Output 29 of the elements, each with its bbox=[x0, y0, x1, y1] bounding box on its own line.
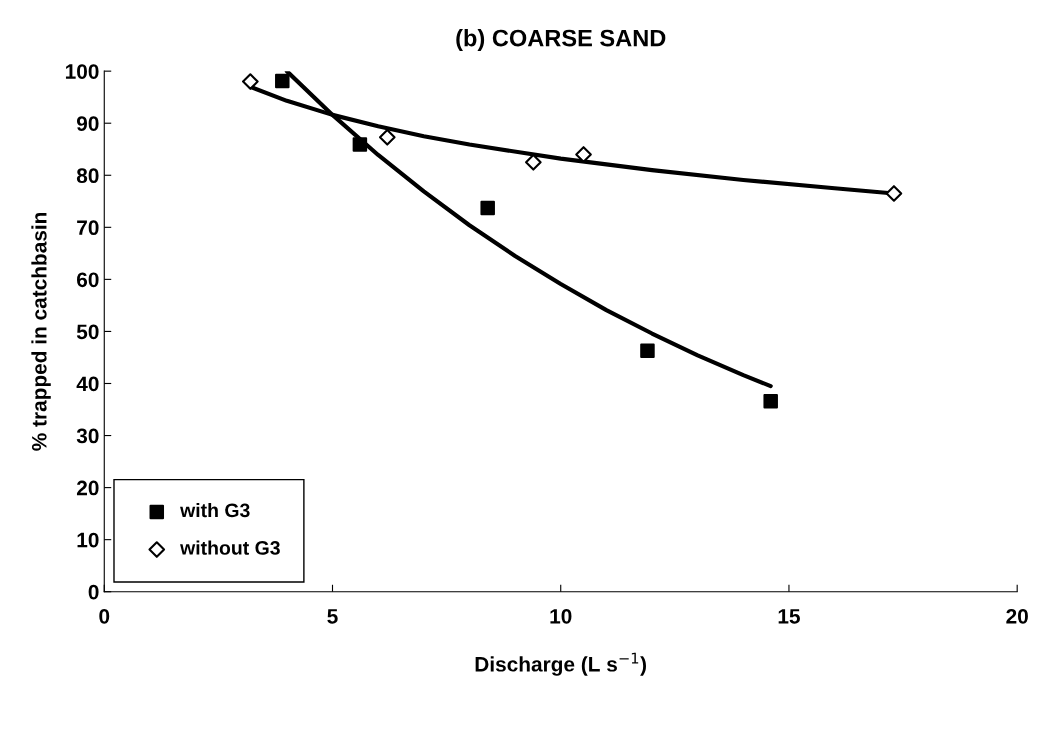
point bbox=[763, 393, 778, 409]
point bbox=[640, 343, 655, 358]
point bbox=[885, 185, 903, 202]
y-tick-label: 30 bbox=[76, 428, 99, 444]
x-tick-label: 15 bbox=[778, 609, 800, 624]
y-tick-label: 80 bbox=[76, 168, 99, 184]
y-tick-label: 0 bbox=[88, 584, 99, 600]
point bbox=[480, 200, 495, 216]
legend-label: with G3 bbox=[180, 502, 250, 518]
x-tick-label: 20 bbox=[1006, 608, 1028, 624]
y-tick-label: 50 bbox=[76, 324, 99, 340]
y-tick-label: 10 bbox=[77, 532, 99, 548]
point bbox=[352, 137, 368, 152]
point bbox=[275, 73, 290, 89]
y-axis-title: % trapped in catchbasin bbox=[31, 212, 51, 451]
x-axis-title: Discharge (L s$^{−1}$) bbox=[475, 652, 646, 676]
point bbox=[242, 73, 259, 90]
y-tick-label: 90 bbox=[76, 116, 99, 131]
point bbox=[378, 128, 396, 146]
chart-title: (b) COARSE SAND bbox=[456, 29, 666, 52]
x-tick-label: 10 bbox=[550, 608, 572, 624]
x-tick-label: 5 bbox=[327, 609, 338, 624]
y-tick-label: 20 bbox=[76, 480, 99, 496]
y-tick-label: 40 bbox=[76, 376, 99, 392]
x-tick-label: 0 bbox=[99, 608, 110, 624]
legend-label: without G3 bbox=[180, 540, 280, 555]
y-tick-label: 100 bbox=[65, 64, 99, 79]
y-tick-label: 60 bbox=[77, 272, 99, 288]
y-tick-label: 70 bbox=[77, 220, 99, 236]
